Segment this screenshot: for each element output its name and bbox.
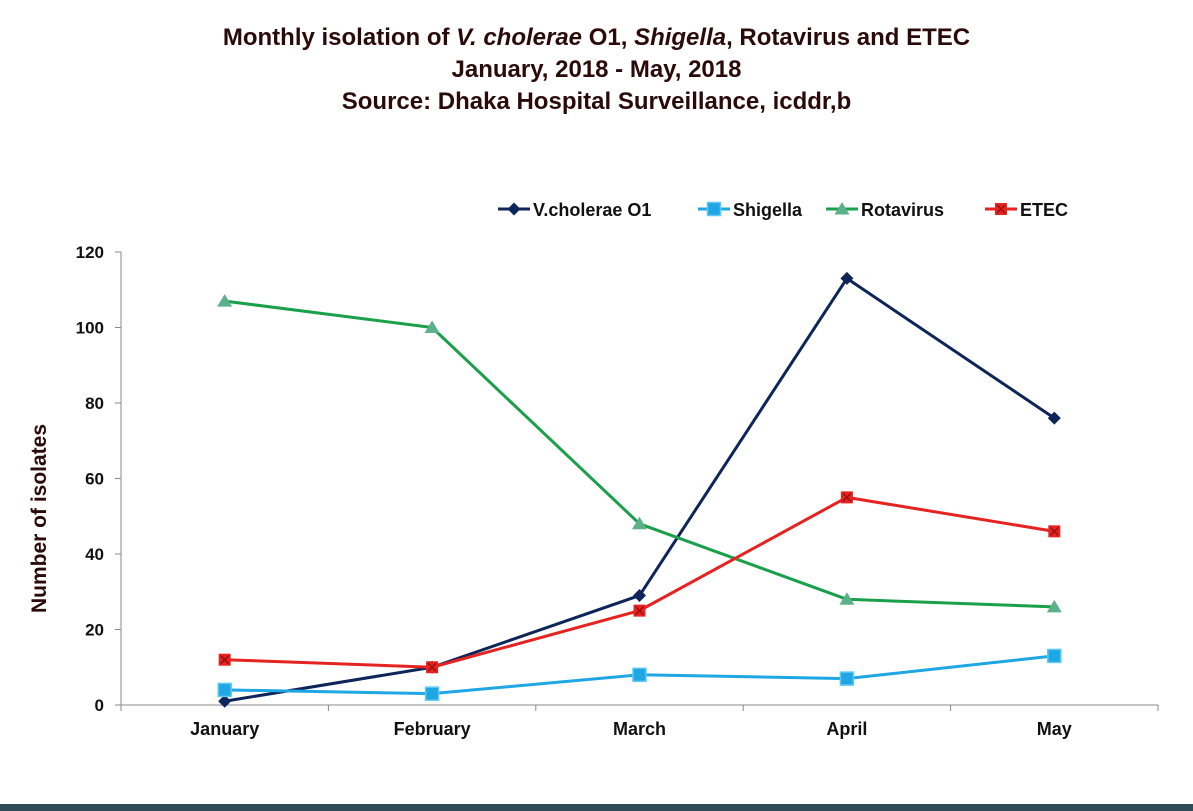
chart-title-block: Monthly isolation of V. cholerae O1, Shi…: [0, 22, 1193, 118]
title-text-2: V. cholerae: [456, 24, 583, 51]
data-point-rotavirus: [632, 516, 647, 530]
legend-marker: [706, 201, 722, 217]
data-point-shigella: [1047, 648, 1062, 664]
y-tick-label: 0: [95, 696, 104, 715]
y-tick-label: 120: [76, 243, 104, 262]
data-point-v-cholerae-o1: [840, 271, 854, 285]
x-tick-label: May: [1037, 719, 1072, 739]
data-point-v-cholerae-o1: [218, 694, 232, 708]
chart-date-range: January, 2018 - May, 2018: [451, 56, 742, 83]
y-tick-label: 100: [76, 319, 104, 338]
series-line-rotavirus: [224, 299, 1055, 609]
title-text-3: O1,: [582, 24, 635, 51]
y-tick-label: 40: [85, 545, 104, 564]
legend-marker: [507, 202, 521, 216]
data-point-shigella: [839, 671, 855, 686]
y-tick-label: 20: [85, 621, 104, 640]
title-text-5: , Rotavirus and ETEC: [726, 24, 971, 51]
data-point-etec: [840, 491, 853, 504]
y-tick-label: 60: [85, 470, 104, 489]
legend-label: V.cholerae O1: [533, 200, 651, 220]
legend-marker: [834, 202, 850, 215]
data-point-rotavirus: [1046, 599, 1062, 613]
data-point-shigella: [424, 686, 440, 701]
bottom-divider-bar: [0, 804, 1193, 811]
data-point-etec: [218, 653, 231, 666]
title-text-4: Shigella: [634, 24, 727, 51]
x-tick-label: March: [613, 719, 666, 739]
y-tick-label: 80: [85, 394, 104, 413]
data-point-shigella: [217, 682, 232, 698]
data-point-etec: [633, 604, 646, 617]
data-point-shigella: [632, 667, 647, 683]
x-tick-label: January: [190, 719, 259, 739]
chart-title: Monthly isolation of V. cholerae O1, Shi…: [0, 22, 1193, 54]
chart-source: Source: Dhaka Hospital Surveillance, icd…: [341, 88, 852, 115]
data-point-v-cholerae-o1: [633, 589, 646, 603]
legend-marker: [995, 203, 1007, 215]
data-point-v-cholerae-o1: [1047, 411, 1061, 425]
title-text-1: Monthly isolation of: [222, 24, 457, 51]
legend-label: Shigella: [733, 200, 803, 220]
x-tick-label: February: [394, 719, 471, 739]
series-line-v-cholerae-o1: [224, 276, 1056, 703]
x-tick-label: April: [826, 719, 867, 739]
data-point-rotavirus: [217, 294, 233, 307]
data-point-etec: [1048, 525, 1061, 538]
legend-label: ETEC: [1020, 200, 1068, 220]
y-axis-label: Number of isolates: [28, 424, 51, 613]
legend-label: Rotavirus: [861, 200, 944, 220]
data-point-etec: [426, 661, 439, 674]
data-point-rotavirus: [424, 320, 440, 333]
data-point-rotavirus: [839, 592, 855, 605]
